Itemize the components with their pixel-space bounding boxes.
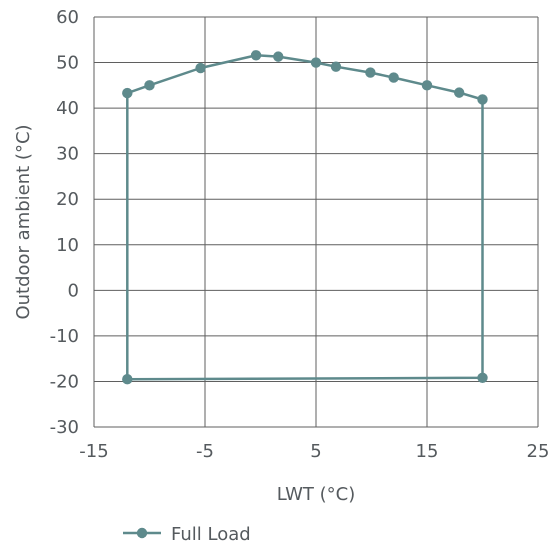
data-point bbox=[195, 62, 206, 74]
y-tick-label: -10 bbox=[50, 326, 79, 347]
series-layer bbox=[122, 50, 488, 385]
x-tick-label: 25 bbox=[527, 441, 550, 462]
data-point bbox=[273, 51, 284, 62]
data-point bbox=[453, 87, 465, 98]
legend: Full Load bbox=[123, 524, 251, 541]
data-point bbox=[144, 80, 155, 91]
data-point bbox=[388, 72, 399, 83]
data-point bbox=[250, 50, 262, 61]
y-tick-label: 20 bbox=[56, 189, 79, 210]
legend-label: Full Load bbox=[171, 524, 251, 541]
y-tick-label: 50 bbox=[56, 53, 79, 74]
y-tick-label: 0 bbox=[68, 280, 79, 301]
x-axis-title: LWT (°C) bbox=[277, 484, 356, 505]
y-tick-label: 40 bbox=[56, 98, 79, 119]
data-point bbox=[477, 372, 488, 383]
legend-marker bbox=[136, 527, 148, 539]
data-point bbox=[122, 87, 133, 99]
grid bbox=[93, 16, 539, 428]
data-point bbox=[477, 94, 488, 105]
y-tick-label: 10 bbox=[56, 235, 79, 256]
y-tick-label: 60 bbox=[56, 7, 79, 28]
y-tick-labels: 60 50 40 30 20 10 0 -10 -20 -30 bbox=[50, 7, 79, 438]
data-point bbox=[310, 57, 322, 68]
y-tick-label: 30 bbox=[56, 144, 79, 165]
y-tick-label: -30 bbox=[50, 417, 79, 438]
y-tick-label: -20 bbox=[50, 371, 79, 392]
x-tick-label: -15 bbox=[79, 441, 108, 462]
data-point bbox=[122, 373, 133, 385]
x-tick-labels: -15 -5 5 15 25 bbox=[79, 441, 549, 462]
data-point bbox=[421, 80, 433, 91]
data-point bbox=[330, 61, 342, 72]
x-tick-label: -5 bbox=[196, 441, 214, 462]
data-point bbox=[365, 67, 376, 78]
x-tick-label: 5 bbox=[310, 441, 321, 462]
y-axis-title: Outdoor ambient (°C) bbox=[13, 124, 34, 319]
x-tick-label: 15 bbox=[416, 441, 439, 462]
